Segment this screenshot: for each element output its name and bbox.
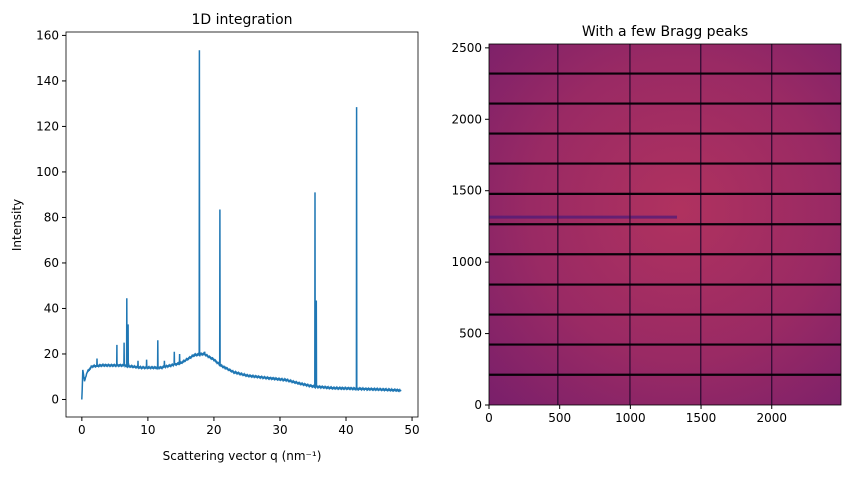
x-tick-label: 40: [338, 423, 353, 437]
x-tick-label: 50: [404, 423, 419, 437]
y-tick-label: 120: [36, 119, 59, 133]
intensity-line: [81, 50, 402, 400]
y-tick-label: 2000: [451, 112, 482, 126]
y-tick-label: 160: [36, 28, 59, 42]
x-tick-label: 30: [272, 423, 287, 437]
y-tick-label: 2500: [451, 41, 482, 55]
y-tick-label: 20: [44, 347, 59, 361]
right-axes-frame: [488, 43, 842, 406]
left-xlabel: Scattering vector q (nm⁻¹): [163, 449, 322, 463]
left-axes-frame: [65, 31, 419, 418]
y-tick-label: 500: [459, 327, 482, 341]
y-tick-label: 80: [44, 210, 59, 224]
y-tick-label: 0: [474, 398, 482, 412]
x-tick-label: 20: [206, 423, 221, 437]
right-title: With a few Bragg peaks: [582, 24, 748, 40]
y-tick-label: 1000: [451, 255, 482, 269]
left-title: 1D integration: [191, 12, 292, 28]
y-tick-label: 140: [36, 74, 59, 88]
x-tick-label: 10: [140, 423, 155, 437]
y-tick-label: 40: [44, 301, 59, 315]
x-tick-label: 2000: [756, 411, 787, 425]
y-tick-label: 100: [36, 165, 59, 179]
y-tick-label: 0: [51, 392, 59, 406]
left-ylabel: Intensity: [10, 199, 24, 251]
x-tick-label: 0: [485, 411, 493, 425]
x-tick-label: 1000: [615, 411, 646, 425]
x-tick-label: 1500: [686, 411, 717, 425]
x-tick-label: 500: [548, 411, 571, 425]
y-tick-label: 1500: [451, 184, 482, 198]
y-tick-label: 60: [44, 256, 59, 270]
x-tick-label: 0: [78, 423, 86, 437]
